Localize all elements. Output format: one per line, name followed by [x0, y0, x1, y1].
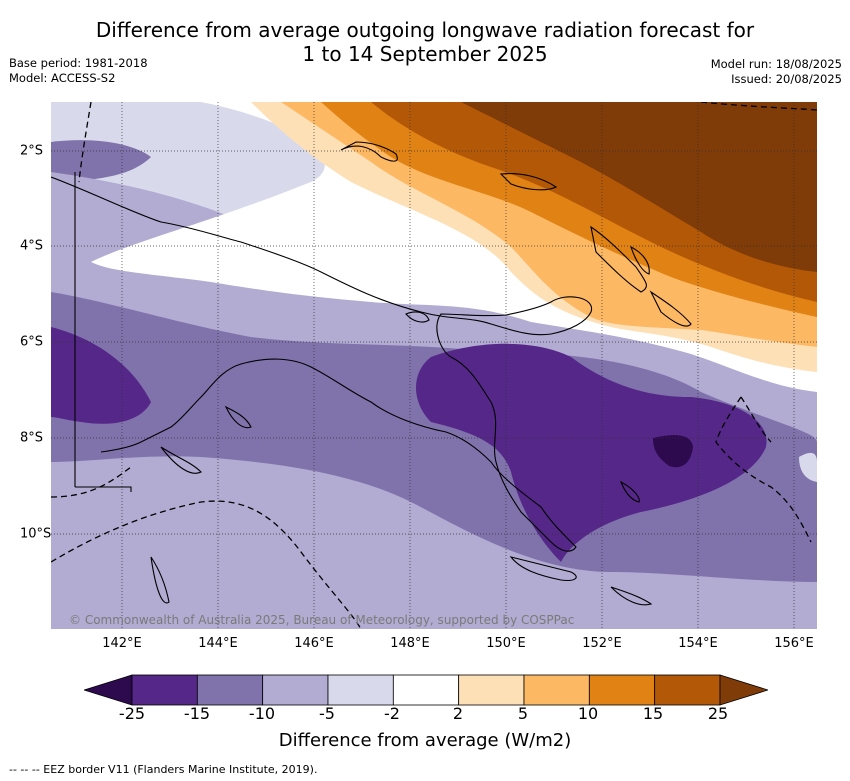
cb-label-p15: 15 [642, 704, 664, 723]
colorbar-segment [196, 674, 264, 706]
issued-date: Issued: 20/08/2025 [731, 72, 842, 86]
colorbar [84, 674, 768, 706]
model-info: Base period: 1981-2018 Model: ACCESS-S2 [9, 56, 148, 86]
y-tick-8s: 8°S [20, 430, 44, 446]
copyright-notice: © Commonwealth of Australia 2025, Bureau… [69, 613, 575, 627]
colorbar-extend-low [84, 674, 133, 706]
x-tick-144: 144°E [198, 636, 238, 651]
cb-label-p5: 5 [517, 704, 529, 723]
core-minus25 [653, 435, 693, 468]
blob-minus15-west [51, 327, 151, 424]
eez-footnote: -- -- -- EEZ border V11 (Flanders Marine… [9, 763, 318, 776]
x-tick-154: 154°E [678, 636, 718, 651]
colorbar-segment [523, 674, 590, 706]
x-tick-142: 142°E [102, 636, 142, 651]
model-run: Model run: 18/08/2025 [710, 57, 842, 71]
blob-minus15-east [416, 343, 767, 562]
x-tick-148: 148°E [390, 636, 430, 651]
cb-label-m5: -5 [319, 704, 335, 723]
colorbar-segment [654, 674, 721, 706]
graticule [51, 102, 817, 629]
cb-label-m25: -25 [118, 704, 146, 723]
colorbar-segment [458, 674, 525, 706]
cb-label-m2: -2 [384, 704, 400, 723]
band-plus25 [461, 102, 817, 272]
patch-minus2-east [799, 452, 817, 482]
colorbar-segment [131, 674, 198, 706]
cb-label-p10: 10 [577, 704, 599, 723]
y-tick-6s: 6°S [20, 334, 44, 350]
patch-minus10-nw [51, 140, 151, 181]
colorbar-segment [392, 674, 460, 706]
eez-borders [51, 102, 817, 629]
band-minus5-north [51, 172, 242, 240]
title-line-2: 1 to 14 September 2025 [302, 42, 548, 66]
cb-label-p2: 2 [452, 704, 464, 723]
x-tick-156: 156°E [774, 636, 814, 651]
cb-label-m15: -15 [183, 704, 211, 723]
band-minus5-south [51, 522, 817, 629]
x-tick-152: 152°E [582, 636, 622, 651]
model-name: Model: ACCESS-S2 [9, 71, 116, 85]
cb-label-m10: -10 [248, 704, 276, 723]
run-info: Model run: 18/08/2025 Issued: 20/08/2025 [711, 57, 842, 87]
y-tick-10s: 10°S [20, 526, 52, 542]
title-line-1: Difference from average outgoing longwav… [95, 18, 755, 42]
colorbar-segment [262, 674, 329, 706]
colorbar-extend-high [719, 674, 768, 706]
colorbar-segment [588, 674, 656, 706]
colorbar-title: Difference from average (W/m2) [278, 730, 572, 751]
olr-anomaly-map [51, 102, 817, 629]
x-tick-146: 146°E [294, 636, 334, 651]
coastlines [51, 141, 692, 606]
y-tick-4s: 4°S [20, 238, 44, 254]
base-period: Base period: 1981-2018 [9, 56, 148, 70]
colorbar-segment [327, 674, 394, 706]
y-tick-2s: 2°S [20, 143, 44, 159]
x-tick-150: 150°E [486, 636, 526, 651]
map-title: Difference from average outgoing longwav… [0, 18, 850, 66]
cb-label-p25: 25 [707, 704, 729, 723]
